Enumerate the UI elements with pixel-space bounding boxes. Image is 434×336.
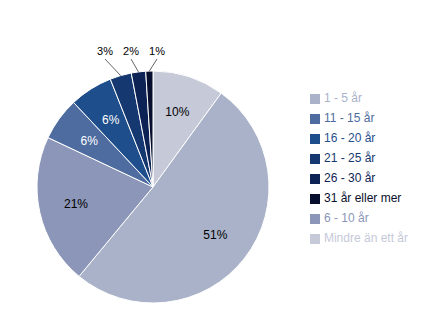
html-text:6 - 10 år: 6 - 10 år xyxy=(324,211,369,225)
svg-text:6%: 6% xyxy=(102,113,120,127)
html-text:31 år eller mer: 31 år eller mer xyxy=(324,191,402,205)
svg-text:3%: 3% xyxy=(97,45,113,57)
html-text:16 - 20 år: 16 - 20 år xyxy=(324,131,376,145)
svg-text:6%: 6% xyxy=(81,134,99,148)
svg-text:2%: 2% xyxy=(123,45,139,57)
svg-text:1%: 1% xyxy=(149,45,165,57)
html-text:21 - 25 år: 21 - 25 år xyxy=(324,151,376,165)
svg-text:10%: 10% xyxy=(165,105,189,119)
svg-text:21%: 21% xyxy=(64,197,88,211)
html-text:26 - 30 år: 26 - 30 år xyxy=(324,171,376,185)
svg-text:51%: 51% xyxy=(203,228,227,242)
html-text:11 - 15 år: 11 - 15 år xyxy=(324,111,375,125)
html-text:1 - 5 år: 1 - 5 år xyxy=(324,91,362,105)
html-text:Mindre än ett år: Mindre än ett år xyxy=(324,231,408,245)
